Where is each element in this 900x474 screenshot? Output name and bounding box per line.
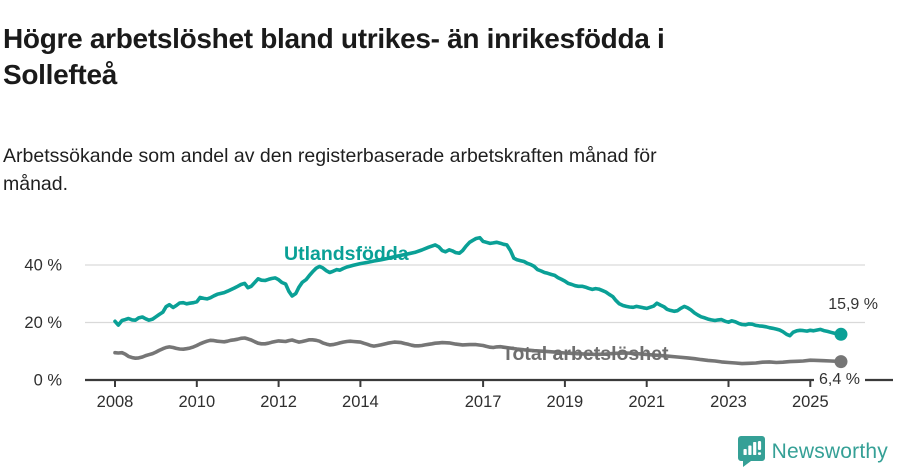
- chart-subtitle: Arbetssökande som andel av den registerb…: [3, 144, 657, 195]
- series-label-total-arbetsloshet: Total arbetslöshet: [502, 343, 669, 365]
- svg-text:2008: 2008: [97, 393, 134, 411]
- x-axis: [85, 378, 893, 387]
- svg-text:40 %: 40 %: [24, 257, 62, 275]
- data-series-lines: [113, 235, 843, 366]
- svg-text:2021: 2021: [628, 393, 665, 411]
- svg-text:2012: 2012: [260, 393, 297, 411]
- gridlines: [85, 264, 865, 324]
- svg-text:0 %: 0 %: [34, 372, 63, 390]
- bar-chart-speech-bubble-icon: [737, 436, 765, 467]
- svg-text:2017: 2017: [465, 393, 502, 411]
- brand-name: Newsworthy: [771, 439, 888, 463]
- svg-text:2010: 2010: [178, 393, 215, 411]
- series-label-utlandsfodda: Utlandsfödda: [284, 243, 409, 265]
- newsworthy-brand: Newsworthy: [737, 436, 888, 467]
- svg-text:2023: 2023: [710, 393, 747, 411]
- end-value-label-utlandsfodda: 15,9 %: [828, 296, 878, 313]
- end-value-label-total: 6,4 %: [814, 371, 865, 389]
- svg-text:2025: 2025: [792, 393, 829, 411]
- page-title: Högre arbetslöshet bland utrikes- än inr…: [3, 22, 665, 90]
- svg-text:2014: 2014: [342, 393, 379, 411]
- axis-tick-labels: 0 % 20 % 40 % 2008 2010 2012 2014 2017 2019 2021 2…: [24, 257, 828, 412]
- svg-text:2019: 2019: [547, 393, 584, 411]
- series-end-dots: [834, 327, 848, 369]
- svg-text:20 %: 20 %: [24, 314, 62, 332]
- line-chart-plot: 0 % 20 % 40 % 2008 2010 2012 2014 2017 2019 2021 2…: [24, 235, 893, 412]
